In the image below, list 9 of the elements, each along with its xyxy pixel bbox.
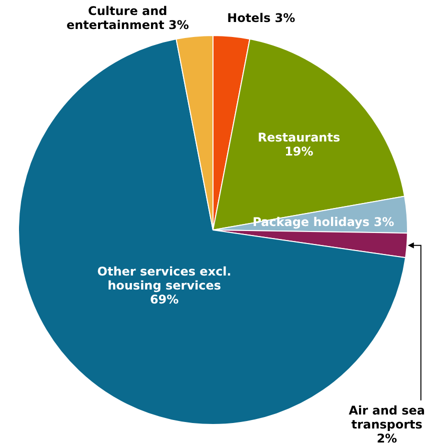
data-label: 69%: [150, 292, 179, 306]
slice-label: Air and sea transports: [348, 404, 426, 432]
data-label: 2%: [376, 432, 398, 446]
slice-label: Hotels 3%: [227, 11, 296, 26]
slice-label: Restaurants: [258, 130, 340, 145]
data-label: 19%: [284, 144, 314, 159]
slice-label: Other services excl. housing services: [97, 264, 232, 292]
slice-label: Culture and entertainment 3%: [66, 4, 189, 32]
slice-label: Package holidays 3%: [252, 214, 394, 229]
